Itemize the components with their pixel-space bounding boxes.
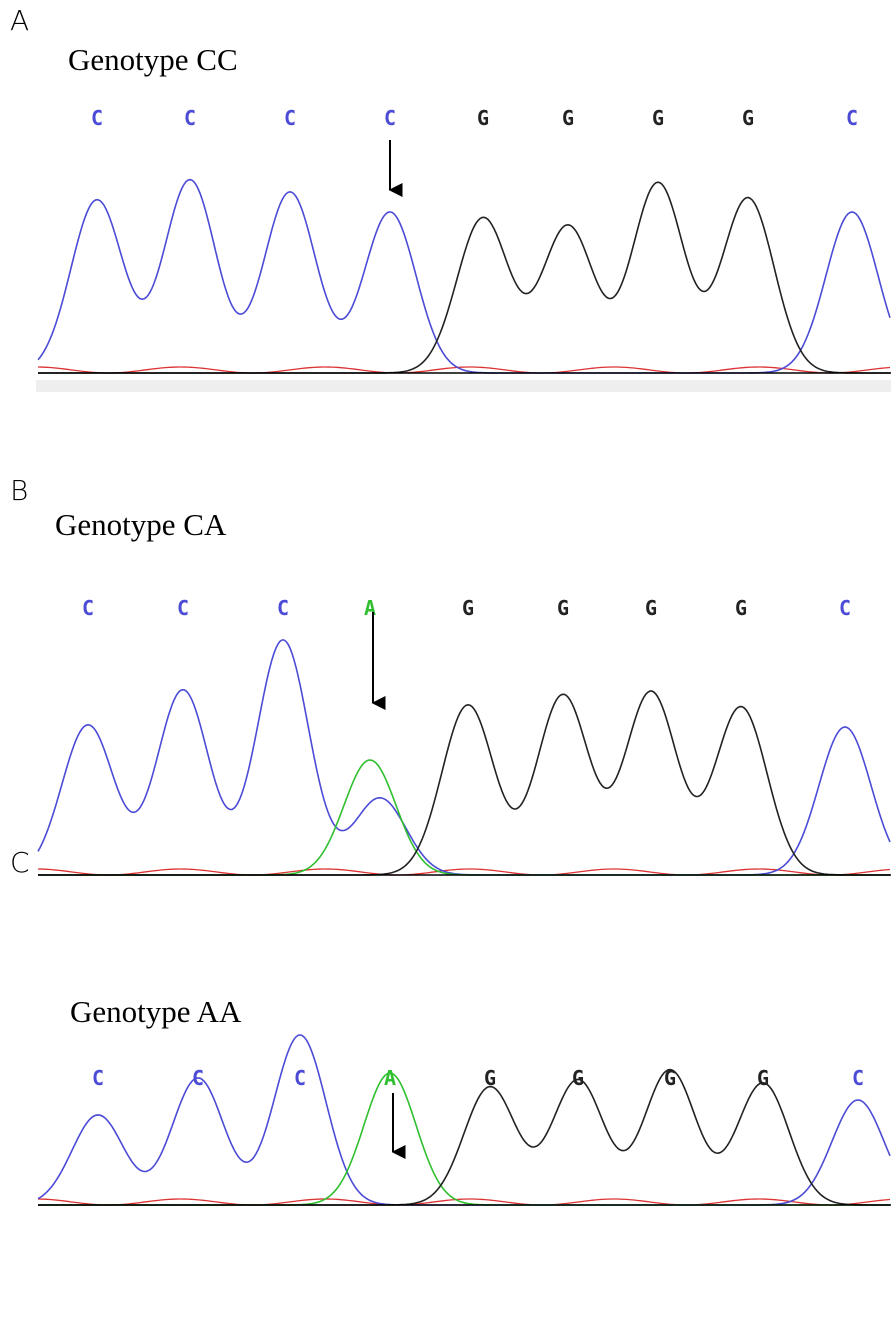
trace — [38, 182, 890, 373]
panel-letter: A — [10, 4, 29, 37]
base-call: G — [462, 596, 474, 620]
base-call: C — [384, 106, 396, 130]
base-call: G — [735, 596, 747, 620]
base-call: C — [294, 1066, 306, 1090]
panel-letter: B — [10, 474, 28, 507]
base-call: C — [91, 106, 103, 130]
base-call: C — [184, 106, 196, 130]
panel-letter: C — [10, 846, 30, 879]
base-call: G — [557, 596, 569, 620]
base-call: A — [384, 1066, 396, 1090]
base-call: C — [92, 1066, 104, 1090]
trace-shadow — [36, 380, 891, 392]
base-call: C — [284, 106, 296, 130]
base-call: G — [572, 1066, 584, 1090]
base-call: G — [477, 106, 489, 130]
panel-title: Genotype AA — [70, 994, 242, 1029]
trace — [38, 180, 890, 373]
trace — [38, 760, 890, 875]
trace — [38, 691, 890, 875]
base-call: C — [277, 596, 289, 620]
figure: A Genotype CC C C C C G G G G C B Genotype CA C C C A G G G… — [0, 0, 891, 1323]
base-call: A — [364, 596, 376, 620]
trace — [38, 1073, 890, 1205]
base-call: C — [846, 106, 858, 130]
base-call: C — [177, 596, 189, 620]
panel-title: Genotype CA — [55, 507, 227, 542]
base-call: G — [562, 106, 574, 130]
trace — [38, 1035, 890, 1205]
base-call: G — [742, 106, 754, 130]
base-call: C — [82, 596, 94, 620]
base-call: C — [852, 1066, 864, 1090]
base-call: G — [645, 596, 657, 620]
base-call: G — [652, 106, 664, 130]
base-call: G — [757, 1066, 769, 1090]
panel-title: Genotype CC — [68, 42, 238, 77]
base-call: C — [839, 596, 851, 620]
